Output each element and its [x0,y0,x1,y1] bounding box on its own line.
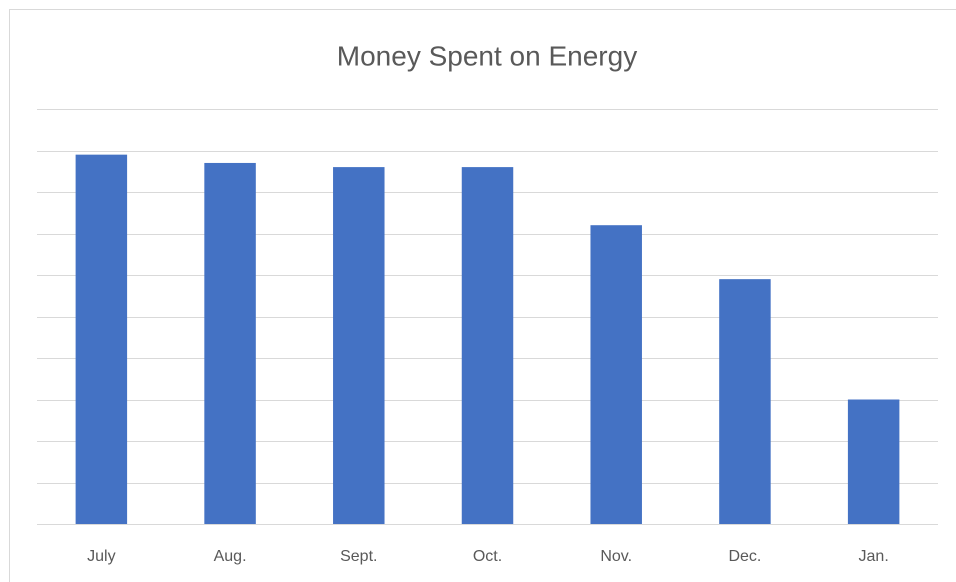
bar [847,399,900,524]
bar [75,154,128,524]
x-tick-label: Jan. [859,548,889,565]
bar [204,162,256,524]
x-tick-label: Aug. [214,548,247,565]
x-tick-label: July [87,548,115,565]
x-tick-label: Sept. [340,548,377,565]
bar [333,167,385,524]
bar [461,167,514,524]
chart-title: Money Spent on Energy [337,40,637,71]
bar [719,279,771,524]
bar [590,225,642,524]
x-tick-label: Dec. [728,548,761,565]
x-tick-label: Oct. [473,548,502,565]
x-tick-label: Nov. [600,548,632,565]
